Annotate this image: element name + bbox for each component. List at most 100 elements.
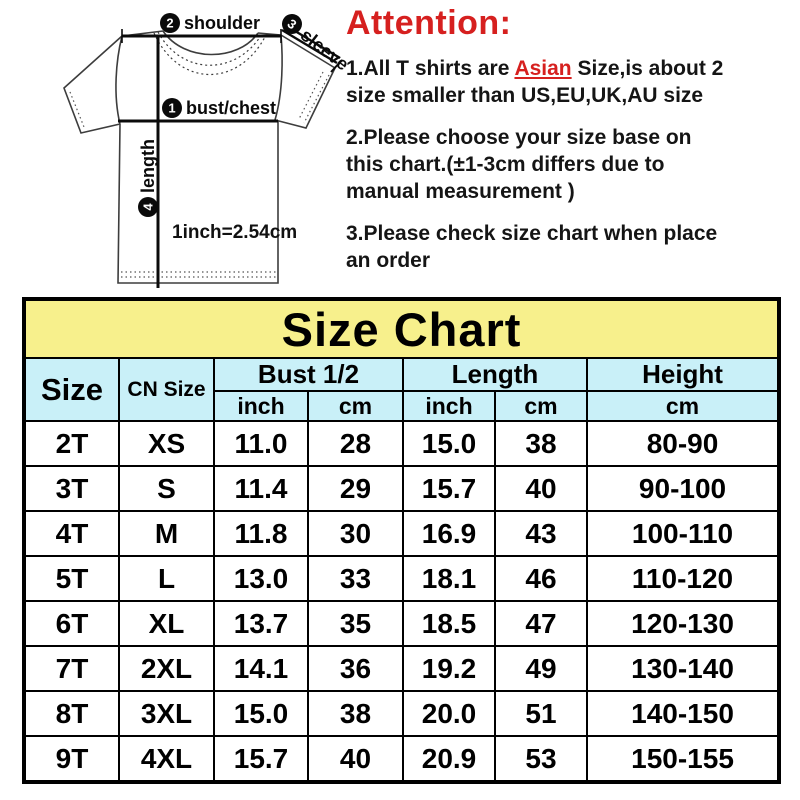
table-cell: S (118, 465, 215, 512)
table-cell: 100-110 (585, 510, 781, 557)
table-row: 5T L 13.0 33 18.1 46 110-120 (23, 555, 781, 602)
attention-point-3: 3.Please check size chart when place an … (346, 222, 718, 272)
table-cell: 51 (494, 690, 588, 737)
col-header-length: Length (402, 357, 588, 392)
table-cell: 11.8 (213, 510, 309, 557)
col-header-bust: Bust 1/2 (213, 357, 404, 392)
table-cell: 15.7 (213, 735, 309, 783)
table-cell: 120-130 (585, 600, 781, 647)
table-cell: 18.5 (402, 600, 496, 647)
col-header-height-cm: cm (585, 390, 781, 422)
table-cell: 110-120 (585, 555, 781, 602)
tshirt-measurement-diagram: 2 shoulder 3 sleeve 1 bust/chest 4 lengt… (63, 13, 353, 288)
marker-2-digit: 2 (166, 16, 173, 31)
table-cell: 16.9 (402, 510, 496, 557)
table-cell: 28 (307, 420, 404, 467)
top-section: 2 shoulder 3 sleeve 1 bust/chest 4 lengt… (0, 0, 800, 296)
table-cell: 2T (23, 420, 120, 467)
shoulder-marker: 2 shoulder (160, 13, 260, 33)
table-cell: 18.1 (402, 555, 496, 602)
table-cell: 3XL (118, 690, 215, 737)
table-row: 8T 3XL 15.0 38 20.0 51 140-150 (23, 690, 781, 737)
attention-point-2: 2.Please choose your size base on this c… (346, 126, 692, 203)
table-cell: 14.1 (213, 645, 309, 692)
table-cell: L (118, 555, 215, 602)
table-cell: 20.0 (402, 690, 496, 737)
marker-4-digit: 4 (141, 203, 156, 211)
marker-1-circle (162, 98, 182, 118)
table-cell: 11.4 (213, 465, 309, 512)
table-title-row: Size Chart (22, 298, 781, 359)
table-cell: 19.2 (402, 645, 496, 692)
col-header-length-inch: inch (402, 390, 496, 422)
table-cell: 9T (23, 735, 120, 783)
length-label: length (138, 139, 158, 193)
measurement-lines (118, 23, 343, 288)
bust-label: bust/chest (186, 98, 276, 118)
point1-asian-highlight: Asian (514, 57, 572, 80)
table-row: 4T M 11.8 30 16.9 43 100-110 (23, 510, 781, 557)
table-group-header-row: Size CN Size Bust 1/2 Length Height (23, 357, 781, 422)
table-cell: 5T (23, 555, 120, 602)
table-cell: XS (118, 420, 215, 467)
table-row: 9T 4XL 15.7 40 20.9 53 150-155 (23, 735, 781, 783)
col-header-size: Size (23, 357, 120, 422)
table-cell: 15.7 (402, 465, 496, 512)
table-cell: 15.0 (213, 690, 309, 737)
attention-point-1: 1.All T shirts are Asian Size,is about 2… (346, 56, 798, 109)
marker-3-circle (282, 14, 302, 34)
table-cell: 49 (494, 645, 588, 692)
table-cell: 4T (23, 510, 120, 557)
attention-block: Attention: 1.All T shirts are Asian Size… (346, 4, 798, 291)
point1-prefix: 1.All T shirts are (346, 57, 515, 80)
table-cell: 33 (307, 555, 404, 602)
table-cell: 43 (494, 510, 588, 557)
size-chart-table: Size Chart Size CN Size Bust 1/2 Length … (22, 297, 782, 784)
scale-note: 1inch=2.54cm (172, 222, 297, 243)
table-cell: 8T (23, 690, 120, 737)
table-row: 3T S 11.4 29 15.7 40 90-100 (23, 465, 781, 512)
marker-2-circle (160, 13, 180, 33)
table-cell: 29 (307, 465, 404, 512)
marker-1-digit: 1 (168, 101, 175, 116)
col-header-bust-inch: inch (213, 390, 309, 422)
table-cell: 130-140 (585, 645, 781, 692)
table-cell: 7T (23, 645, 120, 692)
table-cell: 30 (307, 510, 404, 557)
col-header-bust-cm: cm (307, 390, 404, 422)
shoulder-label: shoulder (184, 13, 260, 33)
table-cell: 3T (23, 465, 120, 512)
table-unit-header-row: inch cm inch cm cm (24, 390, 781, 422)
table-row: 2T XS 11.0 28 15.0 38 80-90 (23, 420, 781, 467)
tshirt-outline (63, 30, 337, 284)
table-cell: 80-90 (585, 420, 781, 467)
sleeve-marker: 3 sleeve (282, 14, 353, 74)
length-marker: 4 length (138, 139, 158, 217)
attention-heading: Attention: (346, 4, 512, 42)
table-cell: 13.0 (213, 555, 309, 602)
table-cell: 38 (494, 420, 588, 467)
table-cell: 6T (23, 600, 120, 647)
table-cell: M (118, 510, 215, 557)
table-cell: 13.7 (213, 600, 309, 647)
table-cell: 40 (307, 735, 404, 783)
table-cell: 11.0 (213, 420, 309, 467)
table-row: 6T XL 13.7 35 18.5 47 120-130 (23, 600, 781, 647)
col-header-height: Height (585, 357, 781, 392)
col-header-length-cm: cm (494, 390, 588, 422)
table-cell: 38 (307, 690, 404, 737)
table-cell: 140-150 (585, 690, 781, 737)
col-header-cn-size: CN Size (118, 357, 215, 422)
table-title: Size Chart (22, 298, 781, 359)
table-cell: 2XL (118, 645, 215, 692)
table-cell: 15.0 (402, 420, 496, 467)
table-cell: 4XL (118, 735, 215, 783)
table-row: 7T 2XL 14.1 36 19.2 49 130-140 (23, 645, 781, 692)
table-cell: 36 (307, 645, 404, 692)
table-cell: 47 (494, 600, 588, 647)
table-cell: 90-100 (585, 465, 781, 512)
table-cell: XL (118, 600, 215, 647)
bust-marker: 1 bust/chest (162, 98, 276, 118)
table-cell: 40 (494, 465, 588, 512)
